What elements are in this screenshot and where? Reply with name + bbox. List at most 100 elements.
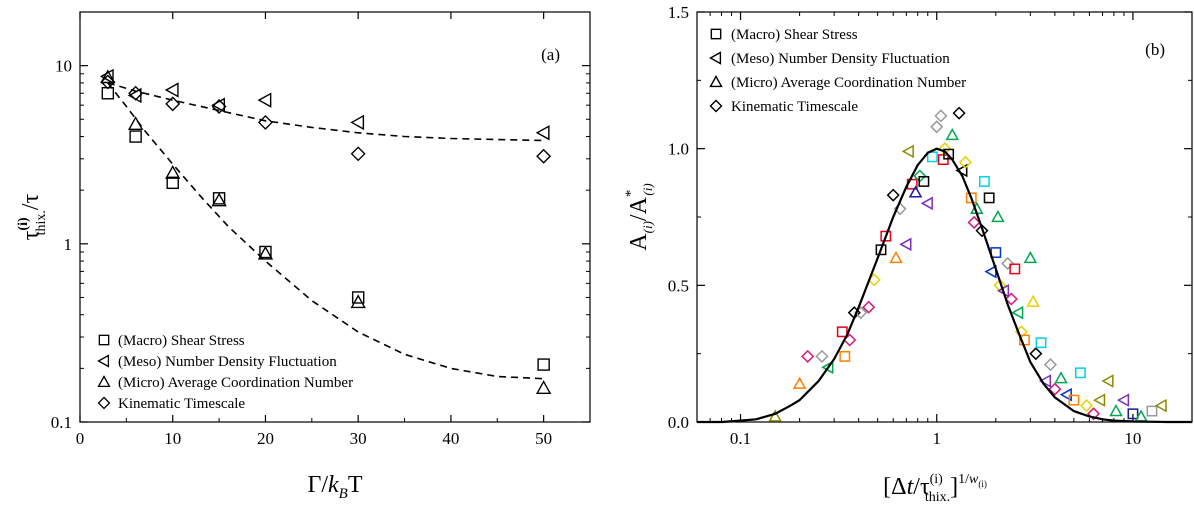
- legend-b-label-micro: (Micro) Average Coordination Number: [731, 75, 966, 91]
- panel-label-a: (a): [541, 45, 560, 64]
- x-label-b-close: ]: [950, 474, 958, 500]
- point-b-triangle-up: [945, 127, 960, 141]
- fit-lines-a: [107, 82, 544, 380]
- point-b-square: [880, 230, 892, 242]
- x-tick-label-a: 0: [76, 429, 85, 448]
- master-curve-line: [697, 147, 1192, 424]
- point-a-diamond: [211, 98, 227, 114]
- point-a-triangle-up: [535, 380, 552, 394]
- x-tick-label-b: 0.1: [730, 429, 751, 448]
- y-axis-a: 0.1 1 10: [51, 11, 590, 432]
- point-b-square: [990, 247, 1002, 258]
- point-a-triangle-up: [211, 192, 227, 207]
- point-a-triangle-up: [100, 69, 116, 84]
- x-tick-label-b: 1: [932, 429, 941, 448]
- point-b-square: [1127, 408, 1139, 420]
- point-b-triangle-up: [1023, 250, 1038, 264]
- point-b-square: [978, 176, 990, 187]
- point-a-triangle-up: [257, 245, 274, 260]
- x-label-b-mid: /τ: [913, 474, 930, 500]
- point-b-triangle-left: [1059, 387, 1072, 402]
- point-b-square: [1075, 367, 1086, 379]
- point-b-diamond: [1079, 399, 1094, 413]
- y-tick-label-a: 10: [55, 57, 72, 76]
- x-label-a-main: Γ/: [307, 472, 328, 498]
- chart-panel-a: 0 10 20 30 40 50 0.1 1 10 (a) (Macro) Shear Str…: [16, 11, 591, 502]
- y-tick-label-b: 1.5: [668, 3, 689, 22]
- point-b-diamond: [801, 349, 815, 363]
- y-axis-label-a: τ(i) thix./τ: [16, 193, 49, 240]
- point-b-triangle-up: [908, 185, 923, 198]
- legend-marker-b-diamond: [709, 99, 723, 113]
- point-b-square: [918, 176, 930, 187]
- point-b-triangle-up: [1054, 371, 1068, 384]
- data-points-a: [99, 68, 552, 394]
- legend-a: (Macro) Shear Stress (Meso) Number Densi…: [97, 333, 353, 412]
- point-b-square: [1035, 337, 1047, 349]
- point-b-triangle-left: [1011, 305, 1024, 320]
- x-axis-label-b: [Δt/τ(i) thix.]1/w(i): [883, 472, 987, 505]
- point-b-square: [926, 151, 938, 163]
- x-tick-label-b: 10: [1124, 429, 1141, 448]
- legend-label-meso: (Meso) Number Density Fluctuation: [118, 354, 337, 370]
- x-axis-a: 0 10 20 30 40 50: [76, 12, 552, 448]
- point-b-triangle-left: [1093, 393, 1106, 407]
- legend-marker-b-square: [710, 28, 722, 40]
- point-b-triangle-up: [1109, 404, 1123, 417]
- y-label-b-a: A: [626, 233, 652, 251]
- point-b-square: [839, 350, 851, 362]
- y-label-b-sub1: (i): [640, 221, 655, 233]
- y-tick-label-a: 1: [64, 235, 73, 254]
- x-label-b-wsub: (i): [978, 479, 987, 489]
- legend-marker-a-diamond: [97, 396, 111, 410]
- point-a-triangle-left: [535, 125, 550, 141]
- point-b-triangle-up: [792, 376, 807, 389]
- legend-marker-a-square: [98, 334, 110, 346]
- plot-frame-a: [79, 11, 591, 423]
- legend-marker-a-triangle-up: [97, 375, 111, 388]
- point-b-diamond: [952, 106, 966, 120]
- point-b-triangle-left: [901, 144, 914, 159]
- point-b-diamond: [958, 155, 972, 169]
- y-label-b-slash: /A: [626, 196, 652, 221]
- point-b-diamond: [893, 202, 907, 216]
- point-b-triangle-left: [920, 196, 933, 211]
- point-a-triangle-up: [350, 294, 366, 309]
- point-b-diamond: [938, 142, 952, 156]
- legend-markers-a: [97, 334, 111, 410]
- y-label-a-main: τ: [18, 230, 44, 240]
- x-axis-label-a: Γ/kBT: [307, 472, 362, 502]
- point-b-square: [965, 192, 977, 204]
- point-b-triangle-left: [899, 237, 912, 252]
- y-tick-label-a: 0.1: [51, 413, 72, 432]
- x-label-b-t: t: [907, 474, 915, 500]
- point-b-diamond: [886, 188, 900, 202]
- x-tick-label-a: 10: [164, 429, 181, 448]
- point-a-diamond: [536, 148, 552, 164]
- y-label-b-sub2: (i): [640, 183, 655, 195]
- point-b-triangle-up: [889, 250, 903, 264]
- legend-markers-b: [709, 28, 723, 113]
- point-b-square: [875, 244, 887, 256]
- point-a-triangle-up: [127, 116, 144, 130]
- point-a-square: [351, 291, 365, 304]
- y-label-a-end: /τ: [18, 193, 44, 210]
- x-tick-label-a: 40: [442, 429, 459, 448]
- fit-curve-a-1: [107, 82, 544, 142]
- point-b-triangle-up: [1026, 294, 1040, 307]
- x-label-a-k: k: [328, 472, 339, 498]
- point-b-triangle-up: [768, 409, 782, 422]
- y-label-b-star: *: [623, 190, 639, 198]
- point-a-triangle-left: [257, 92, 272, 108]
- x-tick-label-a: 30: [350, 429, 367, 448]
- point-a-diamond: [257, 114, 273, 130]
- svg-text:A(i)/A*(i): A(i)/A*(i): [623, 183, 655, 250]
- point-b-diamond: [1029, 347, 1043, 361]
- x-label-b-sub: thix.: [925, 490, 950, 505]
- data-points-b: [768, 106, 1167, 422]
- x-label-b-exp: 1/: [958, 472, 969, 487]
- point-b-triangle-left: [1101, 374, 1114, 388]
- point-b-diamond: [967, 215, 981, 230]
- point-b-diamond: [1043, 358, 1058, 372]
- point-a-square: [166, 176, 179, 190]
